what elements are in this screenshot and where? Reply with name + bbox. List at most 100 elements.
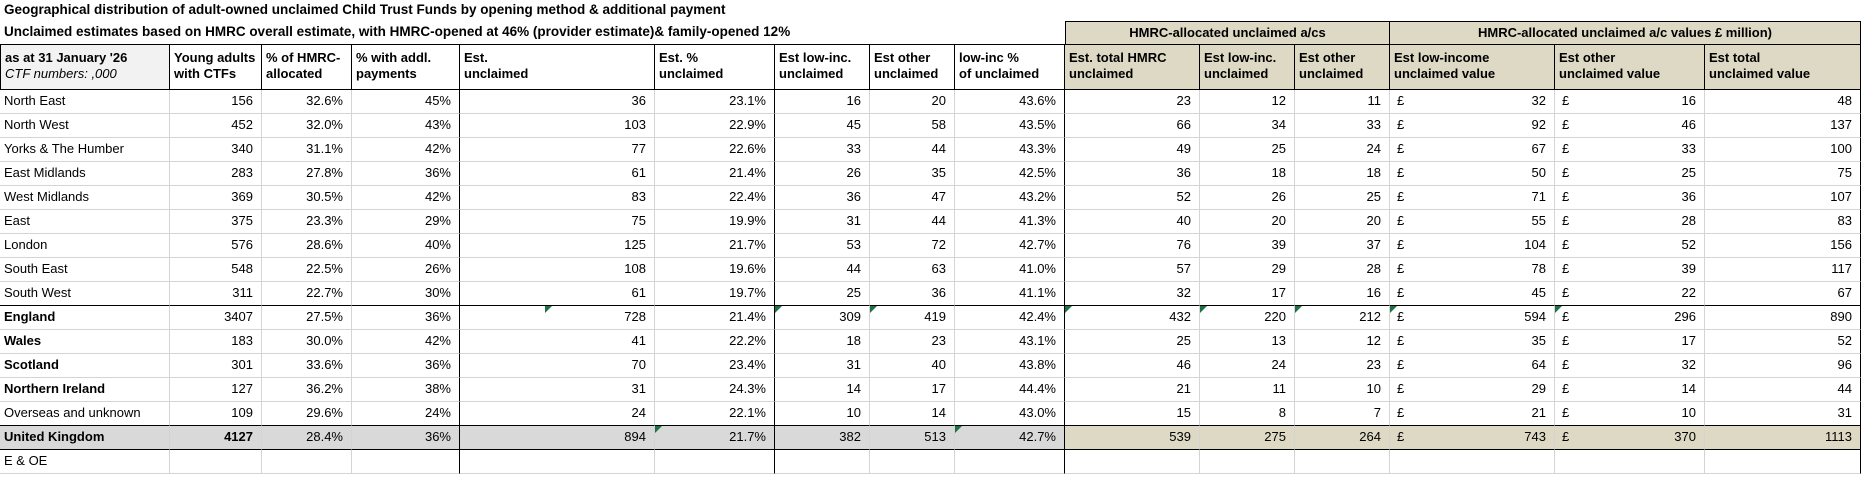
cell-d[interactable]: 36% [352,162,460,186]
cell-f[interactable]: 19.6% [655,258,775,282]
cell-l[interactable]: 7 [1295,402,1390,426]
column-header-g[interactable]: Est low-inc. unclaimed [775,44,870,90]
row-label[interactable]: Northern Ireland [0,378,170,402]
cell-g[interactable]: 382 [775,426,870,450]
cell-b[interactable]: 340 [170,138,262,162]
cell-m[interactable]: £67 [1390,138,1555,162]
cell-l[interactable]: 10 [1295,378,1390,402]
cell-n[interactable]: £33 [1555,138,1705,162]
cell-i[interactable]: 42.5% [955,162,1065,186]
cell-f[interactable]: 21.4% [655,306,775,330]
cell-i[interactable]: 43.3% [955,138,1065,162]
cell-o[interactable]: 890 [1705,306,1861,330]
row-label[interactable]: North East [0,90,170,114]
cell-h[interactable]: 17 [870,378,955,402]
cell-d[interactable]: 36% [352,426,460,450]
cell-g[interactable]: 31 [775,354,870,378]
cell-o[interactable]: 100 [1705,138,1861,162]
cell-i[interactable]: 41.1% [955,282,1065,306]
cell-m[interactable]: £104 [1390,234,1555,258]
cell-n[interactable]: £28 [1555,210,1705,234]
cell-e[interactable]: 83 [460,186,655,210]
cell-n[interactable]: £22 [1555,282,1705,306]
cell-j[interactable] [1065,450,1200,474]
column-header-j[interactable]: Est. total HMRC unclaimed [1065,44,1200,90]
cell-g[interactable]: 26 [775,162,870,186]
group-header-unclaimed-values[interactable]: HMRC-allocated unclaimed a/c values £ mi… [1390,21,1861,44]
row-label[interactable]: Overseas and unknown [0,402,170,426]
cell-g[interactable]: 14 [775,378,870,402]
cell-d[interactable]: 40% [352,234,460,258]
cell-e[interactable]: 61 [460,162,655,186]
cell-e[interactable]: 36 [460,90,655,114]
cell-o[interactable]: 117 [1705,258,1861,282]
cell-h[interactable]: 20 [870,90,955,114]
cell-n[interactable] [1555,450,1705,474]
cell-k[interactable]: 12 [1200,90,1295,114]
cell-m[interactable]: £78 [1390,258,1555,282]
cell-f[interactable]: 24.3% [655,378,775,402]
cell-h[interactable]: 40 [870,354,955,378]
cell-c[interactable]: 32.6% [262,90,352,114]
row-label[interactable]: Wales [0,330,170,354]
column-header-c[interactable]: % of HMRC-allocated [262,44,352,90]
cell-i[interactable]: 42.4% [955,306,1065,330]
cell-o[interactable]: 44 [1705,378,1861,402]
cell-n[interactable]: £36 [1555,186,1705,210]
cell-l[interactable]: 18 [1295,162,1390,186]
cell-m[interactable]: £71 [1390,186,1555,210]
cell-g[interactable]: 18 [775,330,870,354]
cell-c[interactable]: 36.2% [262,378,352,402]
cell-i[interactable]: 41.3% [955,210,1065,234]
cell-f[interactable]: 21.7% [655,234,775,258]
cell-f[interactable]: 19.9% [655,210,775,234]
cell-h[interactable] [870,450,955,474]
cell-c[interactable] [262,450,352,474]
cell-k[interactable]: 18 [1200,162,1295,186]
cell-d[interactable]: 30% [352,282,460,306]
cell-o[interactable]: 75 [1705,162,1861,186]
cell-f[interactable]: 21.4% [655,162,775,186]
cell-g[interactable]: 25 [775,282,870,306]
row-label[interactable]: Scotland [0,354,170,378]
cell-k[interactable]: 25 [1200,138,1295,162]
cell-i[interactable]: 43.2% [955,186,1065,210]
cell-o[interactable]: 52 [1705,330,1861,354]
cell-j[interactable]: 32 [1065,282,1200,306]
cell-g[interactable]: 33 [775,138,870,162]
cell-c[interactable]: 29.6% [262,402,352,426]
cell-e[interactable]: 31 [460,378,655,402]
cell-k[interactable]: 29 [1200,258,1295,282]
cell-k[interactable]: 11 [1200,378,1295,402]
cell-e[interactable]: 125 [460,234,655,258]
cell-i[interactable]: 43.8% [955,354,1065,378]
cell-e[interactable]: 41 [460,330,655,354]
cell-m[interactable]: £55 [1390,210,1555,234]
cell-j[interactable]: 432 [1065,306,1200,330]
cell-f[interactable] [655,450,775,474]
cell-l[interactable]: 16 [1295,282,1390,306]
cell-e[interactable]: 75 [460,210,655,234]
cell-h[interactable]: 35 [870,162,955,186]
cell-l[interactable]: 264 [1295,426,1390,450]
cell-f[interactable]: 22.4% [655,186,775,210]
cell-o[interactable]: 107 [1705,186,1861,210]
cell-l[interactable]: 23 [1295,354,1390,378]
cell-l[interactable]: 25 [1295,186,1390,210]
column-header-l[interactable]: Est other unclaimed [1295,44,1390,90]
cell-l[interactable]: 24 [1295,138,1390,162]
cell-b[interactable]: 183 [170,330,262,354]
cell-o[interactable]: 156 [1705,234,1861,258]
cell-m[interactable]: £92 [1390,114,1555,138]
cell-j[interactable]: 76 [1065,234,1200,258]
cell-b[interactable]: 311 [170,282,262,306]
cell-g[interactable]: 36 [775,186,870,210]
column-header-m[interactable]: Est low-income unclaimed value [1390,44,1555,90]
cell-j[interactable]: 15 [1065,402,1200,426]
cell-d[interactable]: 42% [352,138,460,162]
cell-n[interactable]: £16 [1555,90,1705,114]
cell-b[interactable]: 452 [170,114,262,138]
cell-m[interactable]: £594 [1390,306,1555,330]
cell-b[interactable]: 369 [170,186,262,210]
corner-header-cell[interactable]: as at 31 January '26 CTF numbers: ,000 [0,44,170,90]
